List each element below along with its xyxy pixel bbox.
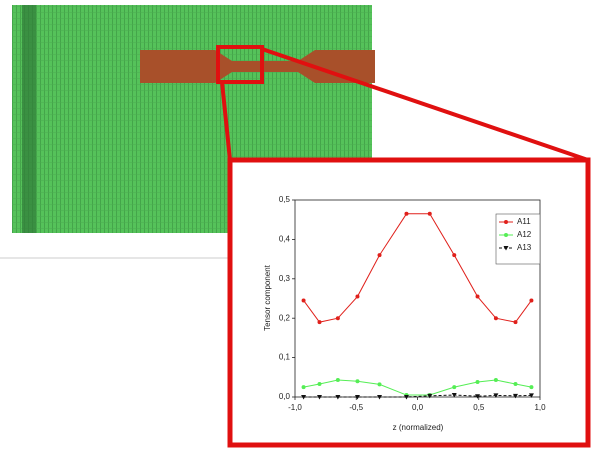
data-point [301,298,306,303]
legend-marker [504,220,508,224]
legend-marker [504,233,508,237]
y-tick-label: 0,3 [279,274,291,283]
data-point [451,393,457,398]
y-tick-label: 0,5 [279,195,291,204]
data-point [513,320,518,325]
data-point [513,381,518,386]
series-line [303,394,532,398]
data-point [475,380,480,385]
data-point [493,378,498,383]
x-tick-label: -0,5 [349,403,363,412]
data-point [452,253,457,258]
y-tick-label: 0,0 [279,392,291,401]
legend-marker [503,246,509,251]
data-point [354,395,360,400]
inset [227,157,591,448]
data-point [452,385,457,390]
y-tick-label: 0,4 [279,235,291,244]
data-point [475,294,480,299]
x-axis-label: z (normalized) [393,423,444,432]
data-point [513,393,518,399]
specimen [140,50,375,83]
series-line [303,213,532,323]
x-tick-label: -1,0 [288,403,302,412]
data-point [377,395,383,400]
data-point [493,393,499,398]
data-point [317,381,322,386]
data-point [301,385,306,390]
data-point [427,393,433,399]
data-point [355,294,360,299]
data-point [529,385,534,390]
data-point [427,211,432,216]
legend-label: A12 [517,230,532,239]
data-point [493,316,498,321]
legend-label: A13 [517,243,532,252]
zoom-box [216,45,264,84]
zoom-line [220,81,232,161]
x-tick-label: 0,5 [473,403,485,412]
legend-label: A11 [517,217,531,226]
data-point [317,320,322,325]
chart: z (normalized) Tensor component 0,0 0,1 0,… [263,195,546,432]
y-tick-label: 0,2 [279,313,291,322]
x-tick-label: 1,0 [534,403,546,412]
data-point [335,378,340,383]
data-point [403,395,409,400]
data-point [335,316,340,321]
data-point [377,382,382,387]
data-point [355,379,360,384]
data-point [377,253,382,258]
mesh-edge [22,5,36,233]
data-point [335,395,341,400]
zoom-line [261,47,589,162]
y-axis-label: Tensor component [263,264,272,331]
data-point [404,211,409,216]
data-point [317,395,322,400]
series-line [303,379,532,396]
x-tick-label: 0,0 [412,403,424,412]
data-point [528,393,534,398]
y-tick-label: 0,1 [279,353,291,362]
data-point [529,298,534,303]
data-point [475,394,481,399]
data-point [301,395,307,400]
